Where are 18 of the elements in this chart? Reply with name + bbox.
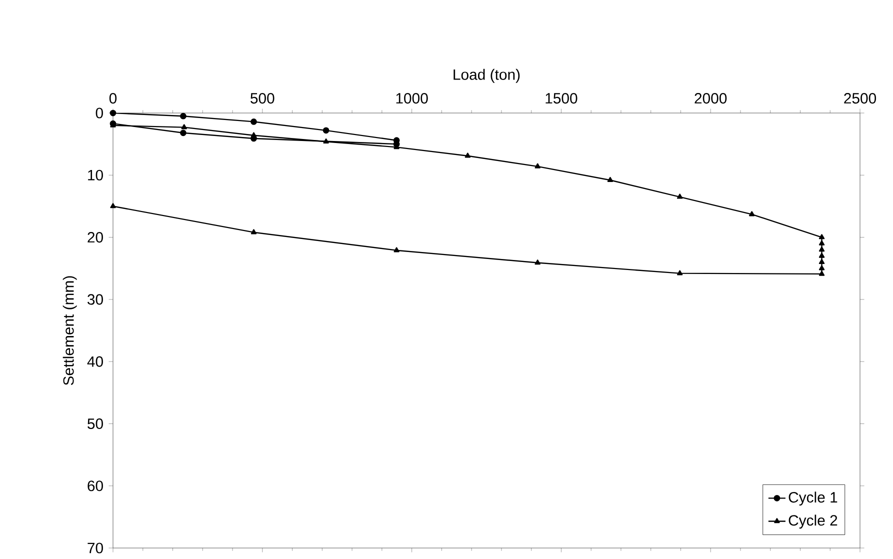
y-tick-label: 0 [96,108,103,118]
y-tick-label: 10 [88,170,103,180]
y-tick-label: 30 [88,294,103,305]
y-tick-label: 60 [88,480,103,492]
legend-label: Cycle 1 [788,492,838,506]
x-tick-label: 2500 [844,92,876,104]
x-tick-label: 500 [250,92,274,104]
y-tick-label: 50 [88,418,103,430]
y-tick-label: 40 [87,356,103,367]
x-tick-label: 0 [109,92,117,104]
y-tick-label: 70 [88,542,103,554]
x-tick-label: 2000 [694,92,727,104]
y-tick-label: 20 [88,232,103,243]
x-tick-label: 1500 [546,92,578,104]
y-axis-title: Settlement (mm) [62,276,77,386]
legend-label: Cycle 2 [788,514,838,529]
x-axis-title: Load (ton) [454,68,520,83]
x-tick-label: 1000 [396,92,428,104]
